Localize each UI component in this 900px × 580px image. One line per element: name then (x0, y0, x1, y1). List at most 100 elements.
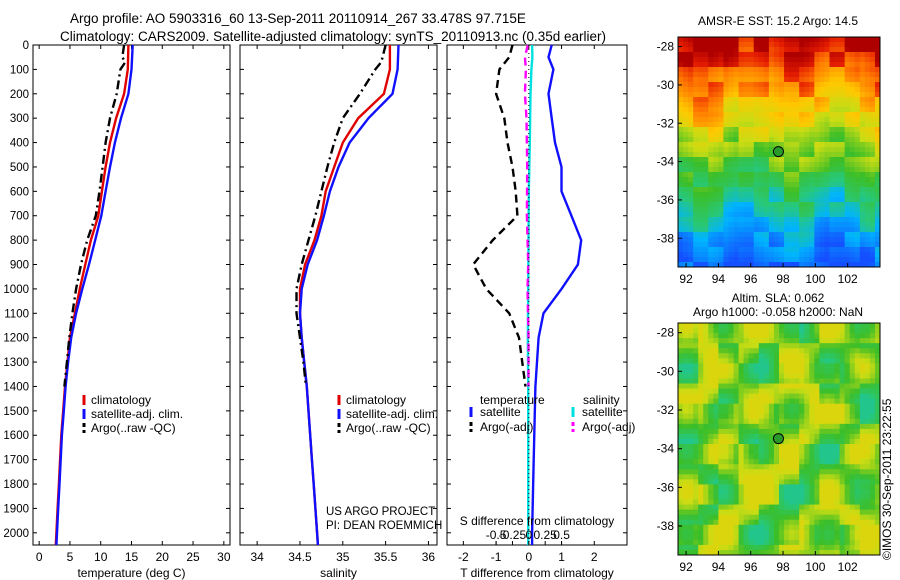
sst_map-cell (738, 137, 745, 143)
sst_map-cell (804, 127, 810, 133)
sla_map-cell (829, 459, 835, 465)
sst_map-cell (779, 92, 785, 98)
sst_map-cell (678, 162, 684, 168)
sla_map-cell (678, 534, 684, 541)
sst_map-cell (773, 132, 780, 138)
sst_map-cell (718, 77, 724, 83)
sla_map-cell (859, 444, 866, 450)
sst_map-cell (713, 102, 719, 108)
sst_map-cell (784, 192, 790, 198)
sst_map-cell (809, 127, 815, 133)
sla_map-cell (834, 403, 840, 410)
sst_map-cell (728, 252, 734, 258)
sla_map-cell (693, 358, 699, 364)
sla_map-cell (718, 449, 724, 455)
sst_map-cell (784, 112, 790, 118)
sst_map-cell (748, 227, 755, 233)
sla_map-cell (748, 348, 755, 354)
sst_map-cell (799, 97, 805, 103)
sst_map-cell (753, 147, 760, 153)
sla_map-cell (874, 348, 881, 354)
sla_map-cell (804, 423, 810, 430)
sla_map-cell (814, 428, 820, 435)
sla_map-cell (733, 504, 739, 511)
sla_map-cell (809, 373, 815, 379)
sla_map-cell (693, 343, 699, 349)
sla_map-cell (844, 388, 851, 395)
sst_map-cell (874, 197, 881, 203)
sst_map-cell (713, 172, 719, 178)
sst_map-cell (799, 37, 805, 43)
sla_map-cell (678, 413, 684, 420)
sla_map-cell (824, 469, 830, 475)
sst_map-cell (743, 147, 750, 153)
sla_map-cell (804, 403, 810, 410)
sla_map-cell (824, 484, 830, 490)
sst_map-cell (693, 62, 699, 68)
sla_map-cell (804, 413, 810, 420)
sst_map-cell (693, 97, 699, 103)
sla_map-cell (814, 418, 820, 425)
sst_map-cell (779, 197, 785, 203)
sla_map-cell (773, 459, 780, 465)
sla_map-cell (773, 499, 780, 505)
sst_map-cell (748, 237, 755, 243)
sla_map-cell (829, 393, 835, 400)
sst_map-cell (678, 202, 684, 208)
sla_map-cell (799, 509, 805, 516)
sla_map-cell (834, 353, 840, 359)
sst_map-cell (784, 137, 790, 143)
sla_map-cell (869, 489, 876, 495)
sst_map-cell (854, 47, 861, 53)
sla_map-cell (678, 353, 684, 359)
sla_map-cell (869, 403, 876, 410)
sst_map-cell (804, 47, 810, 53)
sst_map-cell (814, 192, 820, 198)
sst_map-cell (824, 62, 830, 68)
sla_map-cell (779, 363, 785, 369)
sst_map-cell (874, 57, 881, 63)
sla_map-cell (834, 499, 840, 505)
sst_map-cell (708, 47, 714, 53)
sst_map-cell (814, 137, 820, 143)
sst_map-cell (849, 172, 856, 178)
sla_map-cell (794, 514, 800, 521)
sst_map-cell (693, 232, 699, 238)
sla_map-cell (753, 539, 760, 546)
sst_map-cell (844, 172, 851, 178)
temperature-xtick-label: 5 (67, 550, 74, 564)
sla_map-cell (814, 489, 820, 495)
sla_map-cell (839, 333, 846, 339)
sla_map-cell (768, 363, 775, 369)
sst_map-cell (794, 207, 800, 213)
sst_map-cell (844, 257, 851, 263)
sst_map-cell (864, 197, 871, 203)
sla_map-cell (814, 499, 820, 505)
sst_map-cell (834, 37, 840, 43)
sst_map-cell (703, 217, 709, 223)
sst_map-cell (733, 257, 739, 263)
sst_map-cell (804, 42, 810, 48)
sst_map-cell (834, 112, 840, 118)
sst_map-cell (804, 207, 810, 213)
sst_map-cell (763, 167, 770, 173)
sst_map-cell (834, 247, 840, 253)
sla_map-cell (728, 363, 734, 369)
sst_map-cell (849, 187, 856, 193)
sst_map-cell (723, 247, 729, 253)
sla_map-cell (698, 403, 704, 410)
sla_map-cell (768, 433, 775, 440)
sst_map-cell (809, 222, 815, 228)
sla_map-cell (703, 494, 709, 500)
sst_map-cell (768, 107, 775, 113)
sla_map-cell (768, 464, 775, 470)
sla_map-cell (768, 388, 775, 395)
sst_map-cell (779, 112, 785, 118)
sst_map-cell (713, 132, 719, 138)
sst_map-cell (733, 37, 739, 43)
sst_map-cell (753, 117, 760, 123)
sla_map-cell (703, 358, 709, 364)
sst_map-cell (859, 222, 866, 228)
sla_map-cell (708, 509, 714, 516)
sla_map-cell (748, 479, 755, 485)
